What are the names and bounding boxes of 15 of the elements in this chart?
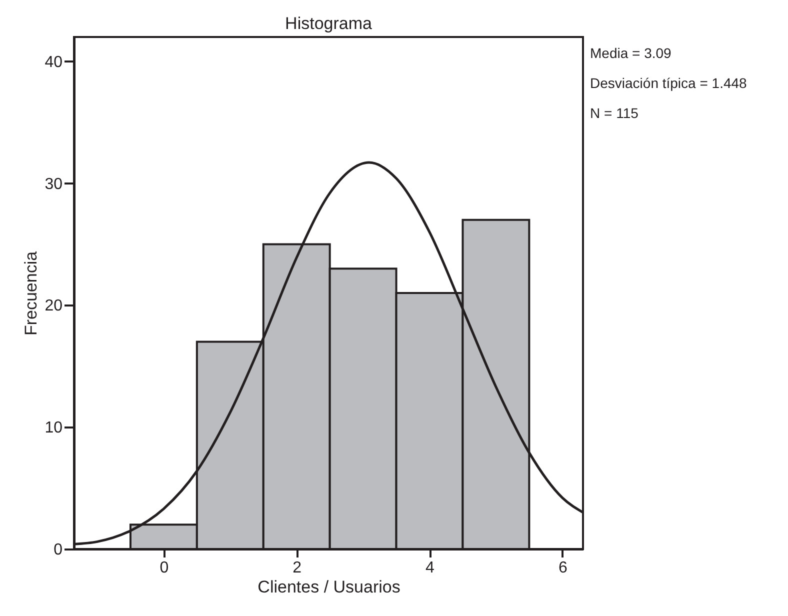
y-tick-label: 40 — [44, 54, 63, 71]
x-axis-title: Clientes / Usuarios — [258, 578, 400, 596]
x-tick-label: 0 — [160, 560, 169, 576]
text: Desviación típica = 1.448 — [590, 74, 747, 93]
x-tick-label: 6 — [558, 560, 568, 576]
x-tick-label: 4 — [426, 560, 435, 576]
text: N = 115 — [590, 104, 640, 123]
y-tick-label: 30 — [44, 176, 63, 193]
chart-title: Histograma — [285, 14, 372, 33]
text: Media = 3.09 — [590, 44, 672, 63]
y-tick-label: 0 — [54, 542, 63, 558]
y-axis-title: Frecuencia — [22, 250, 41, 336]
y-tick-label: 20 — [44, 298, 63, 315]
y-tick-label: 10 — [44, 420, 63, 437]
x-tick-label: 2 — [292, 560, 302, 576]
